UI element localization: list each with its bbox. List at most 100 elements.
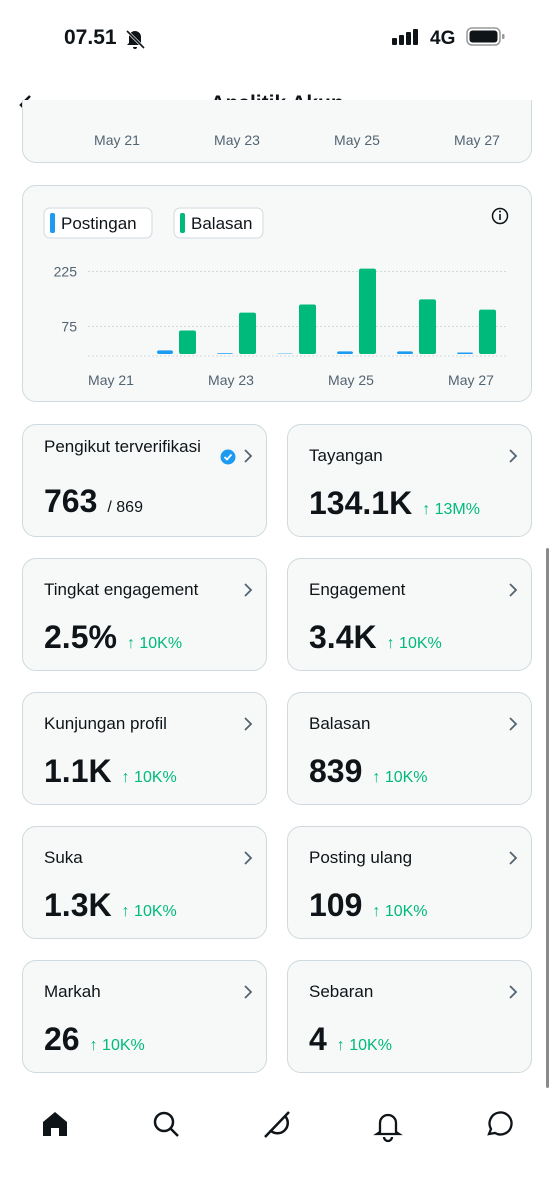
bar [157, 350, 173, 354]
bar [419, 299, 436, 354]
chevron [509, 985, 518, 999]
info-icon[interactable] [491, 207, 509, 225]
stat-card[interactable]: Balasan 839 ↑ 10K% [287, 692, 532, 805]
stat-value: 26 ↑ 10K% [44, 1021, 145, 1058]
stat-number: 2.5% [44, 619, 117, 655]
chevron [509, 717, 518, 731]
stat-value: 109 ↑ 10K% [309, 887, 428, 924]
stat-label: Sebaran [309, 982, 374, 1001]
chevron [244, 449, 253, 463]
stat-card[interactable]: Sebaran 4 ↑ 10K% [287, 960, 532, 1073]
stat-label: Balasan [309, 714, 371, 733]
x-tick-label: May 25 [328, 372, 374, 388]
stat-label: Suka [44, 848, 83, 867]
stat-card[interactable]: Engagement 3.4K ↑ 10K% [287, 558, 532, 671]
stat-card[interactable]: Suka 1.3K ↑ 10K% [22, 826, 267, 939]
stat-value: 134.1K ↑ 13M% [309, 485, 480, 522]
chevron [244, 717, 253, 731]
chevron [244, 583, 253, 597]
stat-number: 109 [309, 887, 363, 923]
stat-card[interactable]: Tayangan 134.1K ↑ 13M% [287, 424, 532, 537]
bar [397, 351, 413, 354]
stat-change: ↑ 10K% [121, 769, 177, 786]
bar [337, 351, 353, 354]
bottom-nav [43, 1111, 513, 1143]
stat-label: Tayangan [309, 446, 383, 465]
stat-label: Pengikut terverifikasi [44, 437, 201, 456]
search-tab[interactable] [153, 1111, 179, 1137]
messages-tab[interactable] [487, 1111, 513, 1136]
stat-label: Engagement [309, 580, 406, 599]
x-tick-label: May 27 [448, 372, 494, 388]
legend-chip [173, 207, 264, 239]
home-tab[interactable] [43, 1112, 67, 1136]
x-tick-label: May 27 [454, 132, 500, 148]
stat-card[interactable]: Tingkat engagement 2.5% ↑ 10K% [22, 558, 267, 671]
stat-number: 1.3K [44, 887, 112, 923]
bar [217, 353, 233, 354]
bar [359, 268, 376, 354]
stat-change: ↑ 10K% [121, 903, 177, 920]
stat-card[interactable]: Kunjungan profil 1.1K ↑ 10K% [22, 692, 267, 805]
bar-chart: Postingan Balasan 75 225 May 21 May 23 May 25 M… [43, 207, 509, 388]
previous-chart-card [22, 100, 532, 163]
chevron [509, 583, 518, 597]
stat-card[interactable]: Posting ulang 109 ↑ 10K% [287, 826, 532, 939]
stat-number: 26 [44, 1021, 80, 1057]
legend-swatch [50, 213, 55, 233]
stat-change: ↑ 13M% [422, 501, 480, 518]
chevron [244, 985, 253, 999]
chevron [244, 851, 253, 865]
stat-value: 763 / 869 [44, 483, 143, 520]
network-label: 4G [430, 28, 456, 49]
y-tick-label: 225 [54, 264, 78, 280]
signal-icon [392, 29, 418, 45]
scrollbar [546, 548, 549, 1088]
stat-number: 134.1K [309, 485, 413, 521]
bar [299, 304, 316, 354]
stat-change: ↑ 10K% [386, 635, 442, 652]
stat-number: 763 [44, 483, 98, 519]
grok-tab[interactable] [264, 1111, 290, 1138]
stat-card[interactable]: Pengikut terverifikasi 763 / 869 [22, 424, 267, 537]
bar [457, 352, 473, 354]
mute-icon [125, 29, 146, 50]
chevron [509, 449, 518, 463]
chevron [509, 851, 518, 865]
bar [239, 312, 256, 354]
status-time: 07.51 [64, 26, 117, 49]
stat-change: ↑ 10K% [372, 903, 428, 920]
stat-label: Tingkat engagement [44, 580, 199, 599]
stat-value: 1.1K ↑ 10K% [44, 753, 177, 790]
stat-change: ↑ 10K% [89, 1037, 145, 1054]
x-tick-label: May 21 [88, 372, 134, 388]
stat-value: 839 ↑ 10K% [309, 753, 428, 790]
stat-value: 4 ↑ 10K% [309, 1021, 392, 1058]
x-tick-label: May 23 [214, 132, 260, 148]
stat-change: ↑ 10K% [126, 635, 183, 652]
stat-label: Markah [44, 982, 101, 1001]
stat-change: ↑ 10K% [336, 1037, 392, 1054]
stat-number: 839 [309, 753, 363, 789]
verified-badge [220, 449, 236, 465]
battery-icon [466, 27, 505, 46]
stat-label: Kunjungan profil [44, 714, 167, 733]
x-tick-label: May 21 [94, 132, 140, 148]
x-tick-label: May 25 [334, 132, 380, 148]
y-tick-label: 75 [61, 319, 77, 335]
stat-change: ↑ 10K% [372, 769, 428, 786]
stat-value: 3.4K ↑ 10K% [309, 619, 442, 656]
stat-label: Posting ulang [309, 848, 413, 867]
stat-number: 1.1K [44, 753, 112, 789]
x-tick-label: May 23 [208, 372, 254, 388]
stat-value: 2.5% ↑ 10K% [44, 619, 182, 656]
stat-card[interactable]: Markah 26 ↑ 10K% [22, 960, 267, 1073]
stat-total: / 869 [107, 499, 143, 516]
bar [179, 330, 196, 354]
legend-label: Balasan [191, 214, 252, 233]
notifications-tab[interactable] [373, 1113, 403, 1143]
stat-number: 3.4K [309, 619, 377, 655]
legend-swatch [180, 213, 185, 233]
bar [479, 309, 496, 354]
